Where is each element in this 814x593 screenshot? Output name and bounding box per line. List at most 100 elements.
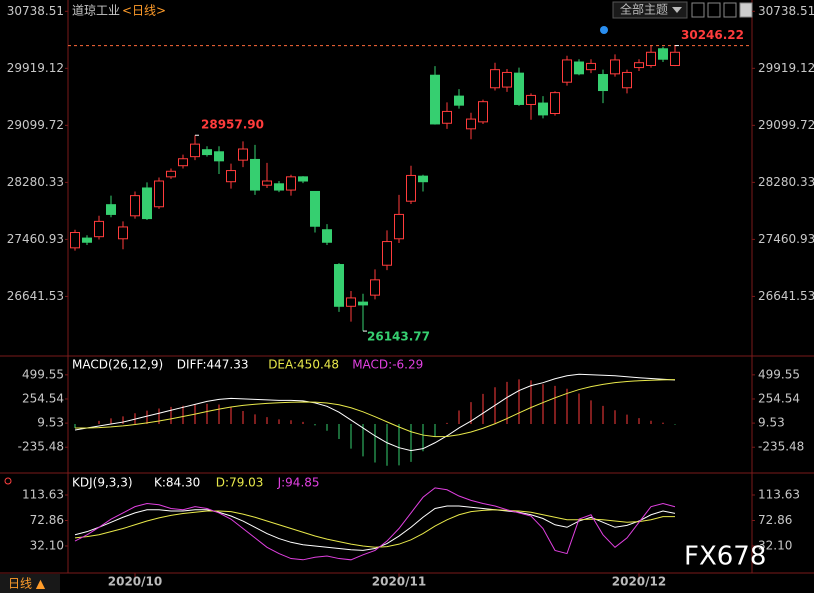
toolbar-icon[interactable] (723, 2, 737, 18)
candle-body (454, 95, 464, 106)
candle-body (382, 241, 392, 266)
y-tick-label: 30738.51 (7, 4, 64, 18)
candle-body (130, 195, 140, 217)
indicator-line (74, 373, 676, 452)
candle-body (442, 110, 452, 124)
dropdown-arrow (672, 7, 682, 13)
y-tick-label: -235.48 (18, 440, 64, 454)
candle-body (670, 51, 680, 66)
bottom-tab-label: 日线 ▲ (8, 577, 46, 591)
candle-body (250, 158, 260, 191)
toolbar-icon[interactable] (707, 2, 721, 18)
legend-entry: J:94.85 (277, 476, 320, 490)
candle-body (646, 51, 656, 66)
y-tick-label-right: 113.63 (758, 487, 800, 501)
indicator-line (74, 509, 676, 548)
candle-body (262, 180, 272, 186)
indicator-icon[interactable] (4, 477, 12, 485)
candle-body (466, 118, 476, 130)
event-marker[interactable] (600, 26, 608, 34)
candle-body (238, 148, 248, 161)
candle-body (334, 264, 344, 307)
y-tick-label-right: -235.48 (758, 440, 804, 454)
candle-body (430, 74, 440, 125)
y-tick-label-right: 499.55 (758, 367, 800, 381)
annotation: 26143.77 (367, 330, 430, 344)
y-tick-label: 113.63 (22, 487, 64, 501)
y-tick-label-right: 9.53 (758, 416, 785, 430)
candle-body (70, 232, 80, 249)
symbol-name: 道琼工业 (72, 3, 120, 18)
candle-body (394, 213, 404, 240)
candle-body (94, 220, 104, 238)
indicator-line (75, 379, 676, 438)
candle-body (154, 180, 164, 208)
y-tick-label: 9.53 (37, 416, 64, 430)
x-tick-label: 2020/10 (108, 575, 162, 589)
indicator-title: KDJ(9,3,3) (72, 476, 133, 490)
indicator-line (74, 487, 676, 561)
legend-entry: MACD:-6.29 (352, 358, 423, 372)
candle-body (274, 183, 284, 191)
candle-body (538, 102, 548, 116)
y-tick-label: 72.86 (30, 513, 64, 527)
candle-body (322, 229, 332, 243)
candle-body (574, 61, 584, 75)
annotation: 28957.90 (201, 118, 264, 132)
y-tick-label: 28280.33 (7, 175, 64, 189)
candle-body (622, 71, 632, 89)
candle-body (514, 72, 524, 105)
bottom-tab[interactable] (0, 574, 60, 593)
candle-body (526, 94, 536, 105)
candle-body (226, 170, 236, 183)
candle-body (166, 170, 176, 178)
candle-body (190, 143, 200, 158)
y-tick-label: 254.54 (22, 391, 64, 405)
y-tick-label: 29099.72 (7, 118, 64, 132)
x-tick-label: 2020/11 (372, 575, 426, 589)
watermark: FX678 (684, 542, 766, 572)
candle-body (370, 279, 380, 296)
candle-body (598, 74, 608, 92)
candle-body (478, 101, 488, 123)
toolbar-icon[interactable] (739, 2, 753, 18)
toolbar-icon[interactable] (691, 2, 705, 18)
x-tick-label: 2020/12 (612, 575, 666, 589)
legend-entry: DEA:450.48 (268, 358, 339, 372)
y-tick-label-right: 26641.53 (758, 289, 814, 303)
y-tick-label: 27460.93 (7, 232, 64, 246)
legend-entry: DIFF:447.33 (177, 358, 249, 372)
legend-entry: D:79.03 (216, 476, 264, 490)
candle-body (286, 176, 296, 191)
candle-body (418, 175, 428, 183)
y-tick-label-right: 254.54 (758, 391, 800, 405)
y-tick-label-right: 72.86 (758, 513, 792, 527)
theme-button-label: 全部主题 (620, 2, 668, 17)
candle-body (634, 62, 644, 69)
candle-body (490, 69, 500, 89)
y-tick-label-right: 27460.93 (758, 232, 814, 246)
candle-body (82, 237, 92, 243)
indicator-line (74, 505, 676, 551)
candle-body (406, 174, 416, 202)
candle-body (562, 59, 572, 83)
candle-body (346, 297, 356, 307)
candle-body (106, 204, 116, 215)
y-tick-label-right: 32.10 (758, 538, 792, 552)
y-tick-label: 499.55 (22, 367, 64, 381)
legend-entry: K:84.30 (154, 476, 200, 490)
candle-body (298, 176, 308, 182)
candle-body (358, 301, 368, 306)
candle-body (610, 59, 620, 75)
period-label: <日线> (122, 4, 166, 18)
candle-body (550, 92, 560, 115)
candle-body (586, 62, 596, 71)
y-tick-label: 26641.53 (7, 289, 64, 303)
candle-body (658, 48, 668, 60)
y-tick-label: 29919.12 (7, 61, 64, 75)
theme-button[interactable] (612, 1, 688, 19)
y-tick-label-right: 29919.12 (758, 61, 814, 75)
y-tick-label-right: 29099.72 (758, 118, 814, 132)
